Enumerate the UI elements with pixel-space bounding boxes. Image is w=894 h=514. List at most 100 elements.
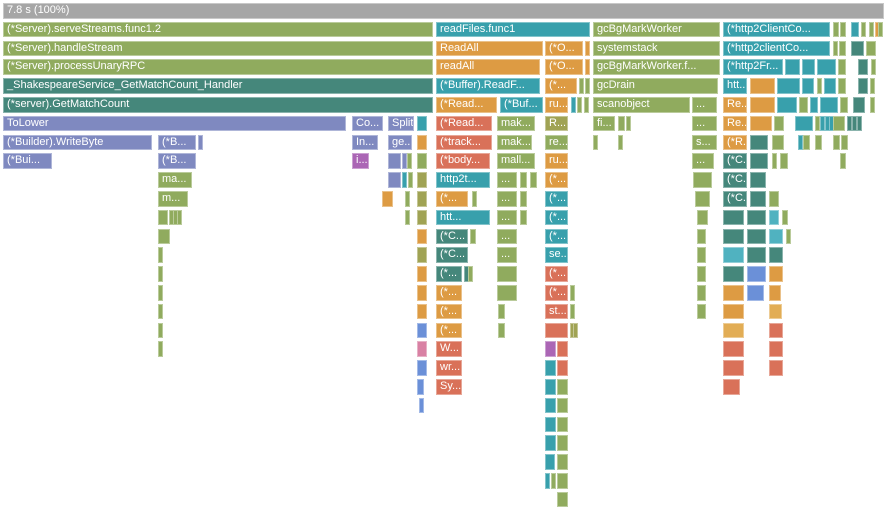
- flame-cell[interactable]: (*body...: [436, 153, 490, 169]
- flame-cell[interactable]: [557, 416, 568, 433]
- flame-cell[interactable]: [417, 115, 427, 132]
- flame-cell[interactable]: [417, 134, 427, 151]
- flame-cell[interactable]: ReadAll: [436, 40, 543, 57]
- flame-cell[interactable]: [158, 228, 170, 245]
- flame-cell[interactable]: [851, 40, 864, 57]
- flame-cell[interactable]: [858, 78, 868, 94]
- flame-cell[interactable]: [723, 209, 744, 226]
- flame-cell[interactable]: [858, 59, 868, 75]
- flame-cell[interactable]: [557, 491, 568, 508]
- flame-cell[interactable]: (*...: [436, 322, 462, 339]
- flame-cell[interactable]: [584, 97, 589, 113]
- flame-cell[interactable]: (*...: [436, 285, 462, 301]
- flame-cell[interactable]: [833, 21, 839, 38]
- flame-cell[interactable]: [723, 341, 744, 357]
- flame-cell[interactable]: [402, 172, 407, 188]
- flame-cell[interactable]: (*track...: [436, 134, 492, 151]
- flame-cell[interactable]: [723, 285, 744, 301]
- flame-cell[interactable]: (*C...: [436, 247, 468, 263]
- flame-cell[interactable]: [815, 134, 822, 151]
- flame-cell[interactable]: [841, 134, 848, 151]
- flame-cell[interactable]: [772, 134, 784, 151]
- flame-cell[interactable]: [577, 97, 582, 113]
- flame-cell[interactable]: [571, 97, 576, 113]
- flame-cell[interactable]: [497, 285, 517, 301]
- flame-cell[interactable]: (*...: [545, 228, 568, 245]
- flame-cell[interactable]: [774, 115, 784, 132]
- flame-cell[interactable]: Co...: [352, 115, 383, 132]
- flame-cell[interactable]: [585, 78, 590, 94]
- flame-cell[interactable]: [573, 322, 578, 339]
- flame-cell[interactable]: [417, 285, 427, 301]
- flame-cell[interactable]: [802, 59, 815, 75]
- flame-cell[interactable]: ru...: [545, 97, 568, 113]
- flame-cell[interactable]: [852, 115, 857, 132]
- flame-cell[interactable]: [769, 360, 783, 376]
- flame-cell[interactable]: (*C...: [723, 153, 747, 169]
- flame-cell[interactable]: htt...: [436, 209, 490, 226]
- flame-cell[interactable]: [585, 59, 590, 75]
- flame-cell[interactable]: [177, 209, 182, 226]
- flame-cell[interactable]: [697, 209, 708, 226]
- flame-cell[interactable]: Sy...: [436, 379, 462, 395]
- flame-cell[interactable]: se...: [545, 247, 568, 263]
- flame-cell[interactable]: [747, 266, 766, 282]
- flame-cell[interactable]: [570, 285, 575, 301]
- flame-cell[interactable]: Re...: [723, 97, 747, 113]
- flame-cell[interactable]: [498, 303, 505, 320]
- flame-cell[interactable]: In...: [352, 134, 378, 151]
- flame-cell[interactable]: ...: [692, 153, 714, 169]
- flame-cell[interactable]: (*http2ClientCo...: [723, 21, 830, 38]
- flame-cell[interactable]: [545, 322, 568, 339]
- flame-cell[interactable]: [557, 473, 568, 489]
- flame-cell[interactable]: (*C...: [723, 191, 747, 207]
- flame-cell[interactable]: [870, 78, 875, 94]
- flame-cell[interactable]: [750, 153, 768, 169]
- flame-cell[interactable]: [557, 454, 568, 470]
- flame-cell[interactable]: m...: [158, 191, 188, 207]
- flame-cell[interactable]: (*O...: [545, 40, 583, 57]
- flame-cell[interactable]: [750, 115, 772, 132]
- flame-cell[interactable]: R...: [545, 115, 568, 132]
- flame-cell[interactable]: (*C...: [436, 228, 468, 245]
- flame-cell[interactable]: [198, 134, 203, 151]
- flame-cell[interactable]: [750, 78, 775, 94]
- flame-cell[interactable]: ...: [497, 247, 517, 263]
- flame-cell[interactable]: ...: [497, 228, 517, 245]
- flame-cell[interactable]: gcBgMarkWorker.f...: [593, 59, 720, 75]
- flame-cell[interactable]: [697, 228, 706, 245]
- flame-cell[interactable]: [498, 322, 505, 339]
- flame-cell[interactable]: [723, 379, 740, 395]
- flame-cell[interactable]: [747, 228, 766, 245]
- flame-cell[interactable]: [382, 191, 393, 207]
- flame-cell[interactable]: [750, 191, 766, 207]
- flame-cell[interactable]: [545, 341, 556, 357]
- flame-cell[interactable]: [417, 322, 427, 339]
- flame-cell[interactable]: [723, 360, 744, 376]
- flame-cell[interactable]: (*O...: [545, 59, 583, 75]
- flame-cell[interactable]: (*server).GetMatchCount: [3, 97, 433, 113]
- flame-cell[interactable]: (*Server).processUnaryRPC: [3, 59, 433, 75]
- flame-cell[interactable]: [869, 21, 874, 38]
- flame-cell[interactable]: [593, 134, 598, 151]
- flame-cell[interactable]: [723, 322, 744, 339]
- flame-cell[interactable]: [585, 40, 590, 57]
- flame-cell[interactable]: [520, 209, 527, 226]
- flame-cell[interactable]: [530, 172, 537, 188]
- flame-cell[interactable]: (*...: [545, 285, 568, 301]
- flame-cell[interactable]: (*Buffer).ReadF...: [436, 78, 540, 94]
- flame-cell[interactable]: [158, 285, 163, 301]
- flame-cell[interactable]: [786, 228, 791, 245]
- flame-cell[interactable]: [723, 247, 744, 263]
- flame-cell[interactable]: ge...: [388, 134, 412, 151]
- flame-cell[interactable]: i...: [352, 153, 369, 169]
- flame-cell[interactable]: ...: [497, 172, 517, 188]
- flame-cell[interactable]: [747, 209, 766, 226]
- flame-cell[interactable]: [158, 341, 163, 357]
- flame-cell[interactable]: scanobject: [593, 97, 690, 113]
- flame-cell[interactable]: [570, 303, 575, 320]
- flame-cell[interactable]: [723, 303, 744, 320]
- flame-cell[interactable]: [747, 247, 766, 263]
- flame-cell[interactable]: mall...: [497, 153, 535, 169]
- flame-cell[interactable]: [158, 209, 168, 226]
